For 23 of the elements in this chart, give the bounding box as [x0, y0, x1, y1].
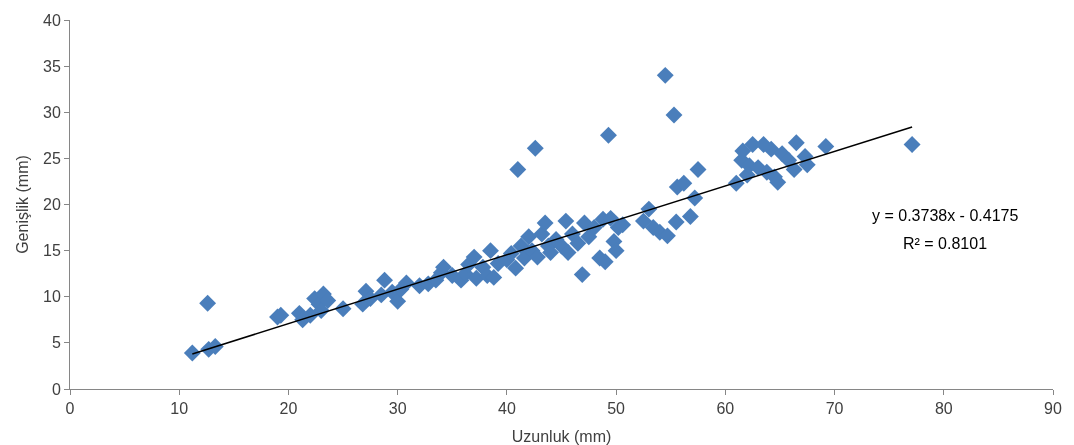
x-axis-title: Uzunluk (mm): [511, 428, 612, 445]
y-tick-label: 0: [51, 380, 61, 398]
x-tick-label: 90: [1044, 400, 1062, 418]
x-tick-label: 30: [388, 400, 407, 418]
x-tick-label: 50: [607, 400, 626, 418]
x-tick-label: 80: [934, 400, 953, 418]
y-tick-label: 10: [43, 288, 61, 306]
y-axis-title: Genişlik (mm): [14, 155, 31, 254]
y-tick-label: 15: [43, 242, 61, 260]
x-tick-label: 0: [65, 400, 75, 418]
y-tick-label: 40: [43, 11, 61, 29]
y-tick-label: 25: [43, 149, 61, 167]
y-tick-label: 30: [43, 103, 61, 121]
x-tick-label: 70: [825, 400, 844, 418]
annotation: R² = 0.8101: [903, 235, 988, 252]
y-tick-label: 5: [51, 334, 61, 352]
annotation: y = 0.3738x - 0.4175: [872, 207, 1019, 224]
x-tick-label: 40: [497, 400, 516, 418]
y-tick-label: 35: [43, 57, 61, 75]
x-tick-label: 60: [716, 400, 735, 418]
y-tick-label: 20: [43, 196, 61, 214]
x-tick-label: 20: [279, 400, 298, 418]
x-tick-label: 10: [170, 400, 189, 418]
